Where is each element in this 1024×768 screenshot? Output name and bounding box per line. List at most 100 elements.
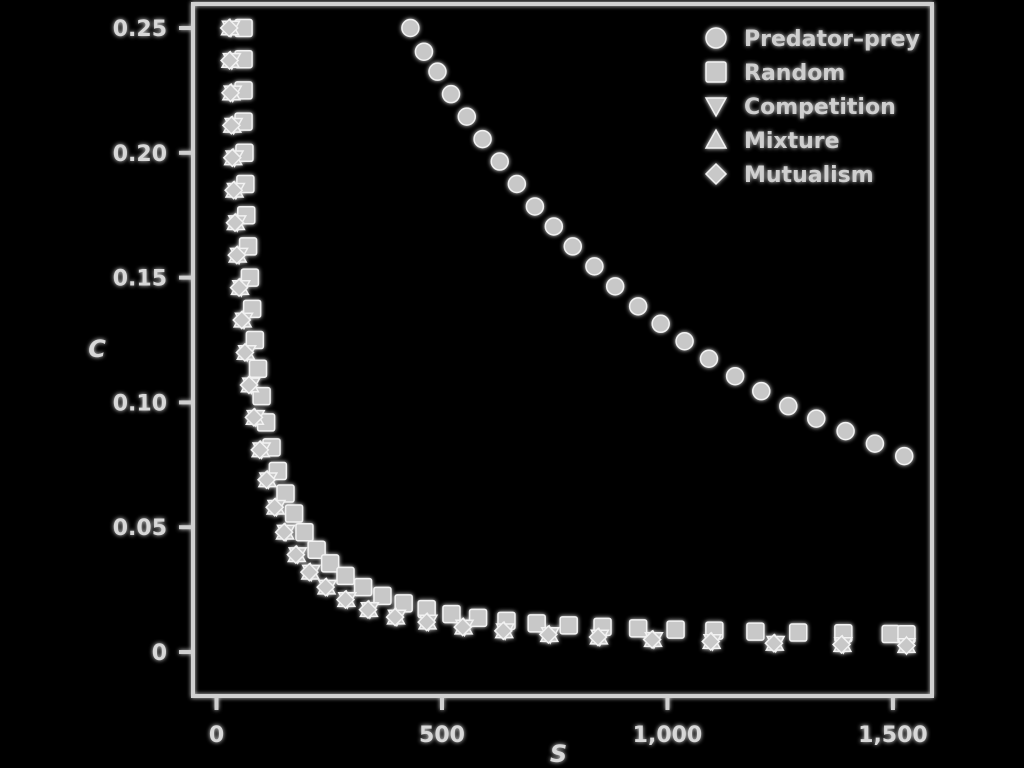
data-point [831,634,852,655]
data-point [585,257,604,276]
data-point [493,621,513,641]
data-point [229,278,249,298]
data-point [232,310,252,330]
y-tick-label: 0.10 [113,391,167,416]
data-point [248,359,268,378]
series-diamond [219,18,917,656]
legend-marker [704,97,728,118]
legend-label: Mixture [744,129,840,154]
data-point [628,619,648,638]
x-tick-label: 500 [419,723,465,748]
data-point [274,522,294,542]
data-point [896,635,917,656]
data-point [299,562,319,582]
legend-label: Mutualism [744,163,874,188]
plot-frame [191,2,934,698]
y-tick-label: 0.15 [113,267,167,292]
data-point [224,180,244,200]
legend-label: Predator–prey [744,27,920,52]
x-axis-title: S [550,740,567,768]
data-point [286,545,306,565]
data-point [225,213,245,233]
y-tick-label: 0.20 [113,142,167,167]
data-point [373,586,392,606]
legend: Predator–prey Random Competition Mixture Mut… [704,27,920,188]
data-point [222,148,242,168]
data-point [605,277,625,296]
data-point [746,622,765,641]
data-point [414,42,434,61]
data-point [779,396,798,416]
data-point [394,594,413,613]
y-tick-label: 0.25 [113,17,167,42]
data-point [235,342,255,363]
y-axis-title: C [88,335,106,363]
data-point [525,197,545,216]
data-point [335,590,356,610]
data-point [295,522,314,542]
data-point [865,434,885,453]
data-point [563,237,583,256]
data-point [468,608,488,628]
data-point [353,577,373,597]
plot-layer: 0 0.05 0.10 0.15 0.20 0.25 0 500 1,000 1,500 S C [88,2,934,768]
series-circle [401,18,914,466]
legend-marker [704,128,728,149]
data-point [441,84,461,104]
data-point [219,18,239,38]
data-point [265,497,285,517]
data-point [336,566,355,586]
legend-marker [705,61,727,83]
legend-label: Random [744,61,845,86]
data-point [428,62,447,81]
data-point [894,446,914,466]
data-point [316,577,336,597]
data-point [473,129,492,149]
x-tick-label: 1,000 [633,723,703,748]
data-point [588,627,608,647]
data-point [675,332,694,351]
data-point [244,407,264,427]
data-point [250,440,270,460]
data-point [401,18,420,38]
data-point [221,115,241,135]
data-point [788,623,808,642]
data-point [701,631,721,652]
data-point [752,381,771,401]
data-point [442,604,461,624]
data-point [490,152,509,171]
data-point [457,107,477,126]
data-point [538,624,558,645]
data-point [642,629,662,650]
data-point [881,624,900,644]
data-point [628,297,648,316]
data-point [764,633,784,653]
data-point [307,540,326,559]
data-point [276,484,295,503]
data-point [544,217,564,236]
data-point [559,616,578,635]
x-tick-label: 0 [209,723,224,748]
data-point [725,366,745,386]
data-point [227,245,247,265]
y-tick-label: 0.05 [113,516,167,541]
data-point [836,421,855,441]
data-point [807,409,826,428]
data-point [507,174,527,194]
data-point [220,50,240,71]
data-point [320,554,340,573]
data-point [666,620,685,639]
data-point [699,349,719,368]
data-point [385,607,405,627]
data-point [257,470,277,490]
y-tick-label: 0 [152,641,167,666]
legend-marker [704,162,728,186]
x-tick-label: 1,500 [858,723,928,748]
data-point [239,375,259,395]
data-point [651,314,670,334]
legend-marker [705,27,727,49]
data-point [417,612,437,632]
